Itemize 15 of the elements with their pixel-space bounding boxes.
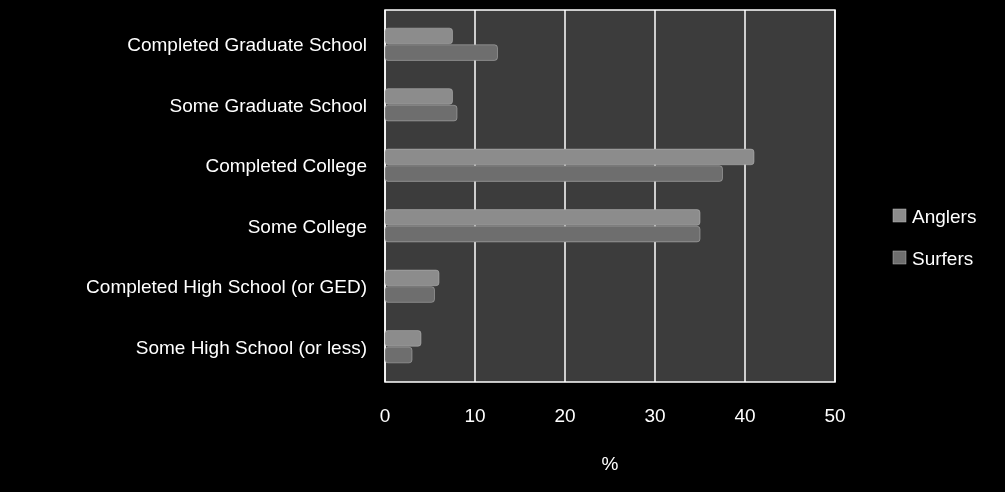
y-tick-label: Completed Graduate School bbox=[127, 34, 367, 56]
y-tick-label: Completed High School (or GED) bbox=[86, 276, 367, 298]
x-tick-label: 40 bbox=[734, 405, 756, 426]
x-tick-label: 0 bbox=[379, 405, 391, 426]
x-tick-label: 20 bbox=[554, 405, 576, 426]
x-tick-label: 10 bbox=[464, 405, 486, 426]
x-axis-title: % bbox=[601, 453, 619, 474]
y-tick-label: Some High School (or less) bbox=[135, 336, 367, 358]
x-tick-label: 30 bbox=[644, 405, 666, 426]
y-tick-label: Some Graduate School bbox=[169, 94, 367, 116]
y-tick-label: Some College bbox=[247, 215, 367, 237]
legend-label: Surfers bbox=[912, 247, 974, 269]
y-tick-label: Completed College bbox=[205, 155, 367, 177]
legend-label: Anglers bbox=[912, 205, 977, 227]
x-tick-label: 50 bbox=[824, 405, 846, 426]
